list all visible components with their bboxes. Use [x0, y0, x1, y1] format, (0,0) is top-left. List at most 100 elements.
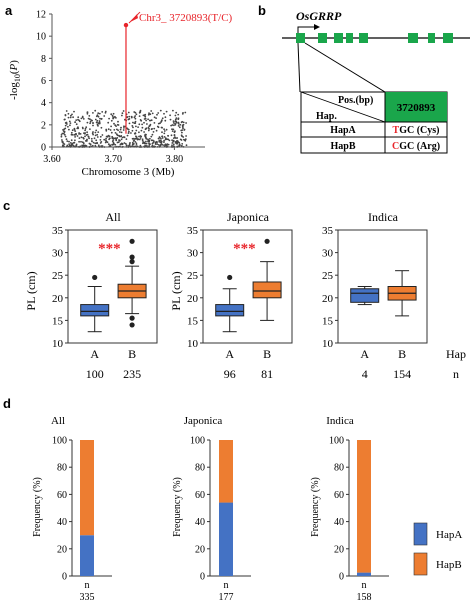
snp-point [71, 113, 73, 116]
snp-point [111, 143, 113, 146]
snp-point [89, 143, 92, 146]
significance-stars: *** [233, 241, 256, 257]
snp-point [120, 138, 123, 141]
snp-point [69, 122, 72, 124]
n-label: n [224, 580, 229, 591]
y-tick-label: 20 [322, 293, 334, 305]
snp-point [72, 116, 74, 119]
snp-point [181, 143, 184, 145]
snp-point [157, 122, 160, 125]
y-tick-label: 15 [322, 315, 334, 327]
snp-point [170, 124, 173, 127]
snp-point [134, 111, 137, 114]
y-tick-label: 80 [334, 463, 344, 474]
snp-point [114, 115, 116, 118]
boxplot-japonica: 10 15 20 25 30 35 A 96 B 81 *** [187, 225, 293, 381]
snp-point [177, 140, 179, 143]
snp-point [185, 135, 188, 137]
snp-point [78, 137, 81, 140]
snp-point [89, 118, 91, 121]
group-label: B [398, 347, 406, 361]
snp-point [170, 134, 173, 137]
y-tick-label: 30 [187, 248, 199, 260]
snp-point [179, 123, 182, 126]
outlier-point [92, 274, 98, 281]
table-row-hapb-label: HapB [330, 141, 355, 152]
snp-point [86, 121, 89, 124]
snp-point [68, 120, 71, 123]
snp-point [145, 127, 148, 130]
snp-point [94, 109, 97, 112]
y-tick-label: 10 [187, 338, 199, 350]
y-tick-label: 20 [57, 544, 67, 555]
snp-point [145, 140, 147, 143]
snp-point [156, 141, 158, 144]
snp-point [92, 141, 95, 144]
snp-point [141, 139, 144, 142]
exon-3 [334, 33, 343, 43]
freq-ylabel-japonica: Frequency (%) [172, 477, 183, 537]
snp-point [80, 140, 82, 143]
snp-point [99, 117, 101, 120]
snp-point [97, 131, 100, 134]
y-tick-label: 30 [322, 248, 334, 260]
snp-point [74, 121, 76, 123]
snp-point [119, 128, 122, 131]
snp-point [64, 127, 67, 130]
snp-point [175, 137, 177, 140]
snp-point [135, 113, 138, 116]
zoom-line-right [304, 42, 386, 93]
panel-letter-a: a [5, 3, 13, 18]
hapa-snp-base: T [393, 125, 400, 136]
snp-point [64, 118, 66, 121]
outlier-point [129, 315, 135, 321]
snp-point [128, 115, 131, 118]
snp-point [76, 135, 79, 137]
snp-point [178, 126, 181, 129]
snp-point [99, 135, 102, 138]
snp-point [69, 116, 72, 119]
bar-segment-hapa [80, 535, 94, 576]
snp-point [62, 130, 65, 133]
snp-point [144, 115, 147, 118]
snp-point [134, 117, 137, 120]
exon-4 [346, 33, 353, 43]
snp-point [112, 112, 115, 115]
snp-point [178, 144, 181, 147]
n-label: n [85, 580, 90, 591]
snp-point [149, 113, 152, 116]
snp-point [63, 143, 66, 146]
snp-point [151, 133, 154, 136]
snp-point [105, 129, 108, 132]
snp-point [123, 125, 125, 128]
snp-point [61, 140, 64, 143]
snp-point [62, 144, 64, 147]
zoom-line-left [297, 42, 301, 93]
snp-point [180, 129, 183, 132]
snp-point [81, 126, 84, 129]
snp-point [101, 134, 104, 136]
variant-table: Pos.(bp) Hap. 3720893 HapA HapB TGC (Cys… [300, 91, 448, 154]
snp-point [151, 142, 154, 145]
group-n: 100 [86, 367, 104, 381]
snp-point [111, 140, 114, 143]
box-A [215, 304, 245, 317]
group-label: B [128, 347, 136, 361]
outlier-point [129, 254, 135, 260]
snp-point [91, 132, 94, 135]
y-tick-label: 8 [41, 54, 46, 65]
snp-point [112, 116, 114, 118]
snp-point [63, 133, 66, 136]
snp-point [174, 114, 177, 117]
hapa-codon-rest: GC (Cys) [399, 125, 439, 136]
group-n: 96 [224, 367, 236, 381]
snp-point [89, 122, 91, 125]
snp-point [83, 144, 86, 147]
peak-arrow [129, 14, 138, 23]
snp-point [78, 120, 81, 123]
snp-point [96, 133, 99, 136]
snp-point [131, 141, 134, 144]
snp-point [103, 138, 106, 141]
snp-point [153, 122, 156, 124]
